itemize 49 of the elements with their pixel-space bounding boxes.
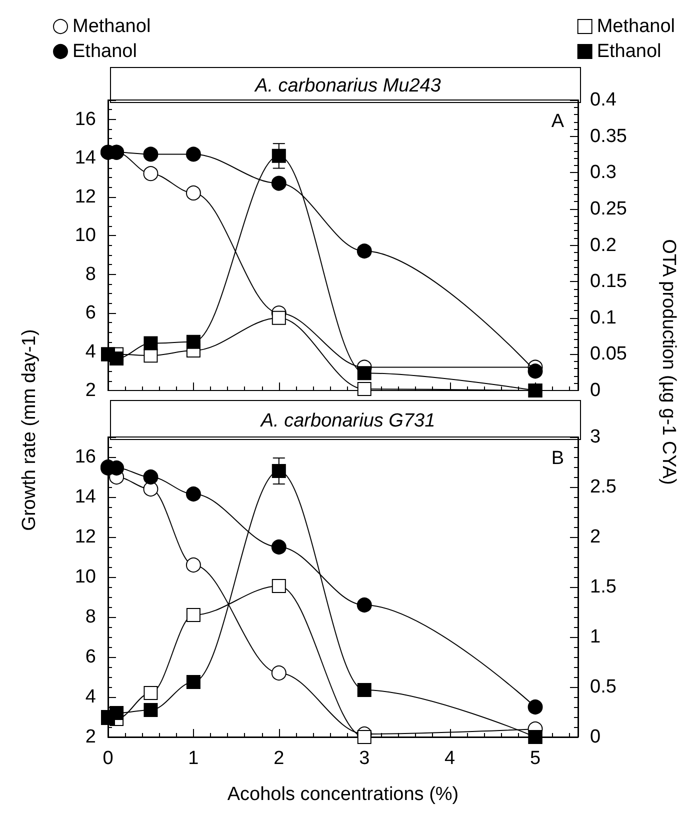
y-tick-label: 6 [85,302,96,324]
y2-tick-label: 0.4 [590,90,617,110]
x-tick-label: 1 [188,748,199,769]
annotation: A [551,111,564,132]
y2-tick-label: 2 [590,526,601,548]
y2-tick-label: 0.25 [590,198,627,220]
y-tick-label: 4 [85,686,96,708]
y-axis-title: Growth rate (mm day-1) [19,328,41,533]
y-tick-label: 4 [85,341,96,362]
y2-tick-label: 0.35 [590,126,627,147]
y-tick-label: 16 [74,108,96,130]
x-tick-label: 2 [274,748,284,769]
y2-tick-label: 1.5 [590,576,616,598]
annotation: B [551,448,564,469]
y-tick-label: 14 [74,486,96,508]
legend-label: Methanol [596,16,676,37]
y2-tick-label: 0 [590,380,601,401]
y2-tick-label: 0.05 [590,344,627,365]
y-tick-label: 10 [74,225,96,246]
y-tick-label: 12 [74,526,96,548]
x-tick-label: 3 [359,748,370,769]
y2-tick-label: 0.2 [590,234,616,256]
x-tick-label: 5 [530,748,541,769]
y2-axis-title: OTA production (µg g-1 CYA) [657,238,679,487]
y-tick-label: 8 [85,606,96,628]
chart-title: A. carbonarius Mu243 [254,76,442,96]
y-tick-label: 2 [85,726,96,748]
x-tick-label: 4 [444,748,456,769]
y-tick-label: 2 [85,380,96,401]
chart-title: A. carbonarius G731 [260,410,436,432]
y2-tick-label: 2.5 [590,476,616,498]
y2-tick-label: 1 [590,626,601,648]
legend-label: Ethanol [596,41,662,62]
y2-tick-label: 0.15 [590,271,627,292]
y-tick-label: 16 [74,446,96,468]
y2-tick-label: 0.3 [590,162,616,184]
y-tick-label: 10 [74,566,96,588]
x-axis-title: Acohols concentrations (%) [227,784,459,805]
y2-tick-label: 0.1 [590,307,616,328]
y2-tick-label: 3 [590,426,601,448]
y2-tick-label: 0 [590,726,601,748]
y-tick-label: 8 [85,264,96,285]
legend-label: Ethanol [72,41,137,62]
legend-label: Methanol [72,16,151,37]
y2-tick-label: 0.5 [590,676,616,698]
y-tick-label: 6 [85,646,96,668]
y-tick-label: 12 [74,186,96,208]
y-tick-label: 14 [74,148,96,169]
x-tick-label: 0 [102,748,114,769]
